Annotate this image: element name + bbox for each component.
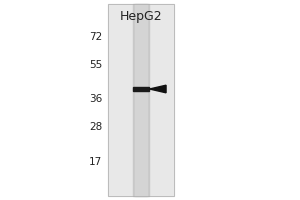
Bar (108, 4, 174, 196)
Text: 72: 72 (89, 32, 102, 42)
Text: HepG2: HepG2 (120, 10, 162, 23)
Text: 28: 28 (89, 122, 102, 132)
Polygon shape (150, 85, 166, 93)
Bar (108, 4, 174, 196)
Text: 55: 55 (89, 60, 102, 70)
Text: 17: 17 (89, 157, 102, 167)
Bar (133, 87, 149, 91)
Bar (135, 4, 147, 196)
Text: 36: 36 (89, 94, 102, 104)
Bar (133, 4, 149, 196)
